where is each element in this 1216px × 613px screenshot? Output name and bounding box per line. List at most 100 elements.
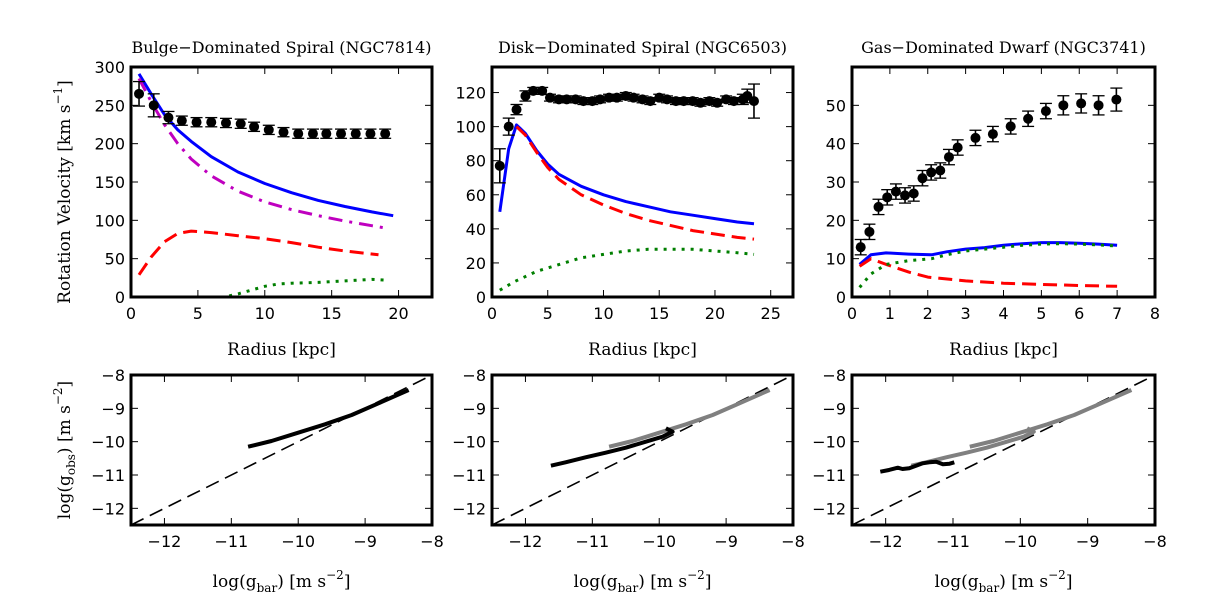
data-point xyxy=(611,92,622,103)
y-tick-label: −11 xyxy=(812,466,846,485)
x-tick-label: −12 xyxy=(869,532,903,551)
y-tick-label: −10 xyxy=(91,433,125,452)
x-tick-label: 20 xyxy=(388,304,408,323)
data-point xyxy=(511,104,522,115)
data-point xyxy=(864,226,875,237)
y-tick-label: 40 xyxy=(466,220,486,239)
data-point xyxy=(604,92,615,103)
series-line-total xyxy=(137,73,394,218)
y-tick-label: 100 xyxy=(455,118,486,137)
series-line-gas xyxy=(499,247,755,292)
data-point xyxy=(544,92,555,103)
data-point xyxy=(503,121,514,132)
x-tick-label: −12 xyxy=(509,532,543,551)
x-tick-label: 0 xyxy=(487,304,497,323)
x-tick-label: −9 xyxy=(1076,532,1100,551)
data-point xyxy=(670,96,681,107)
axes-frame xyxy=(129,373,434,527)
x-tick-label: 0 xyxy=(847,304,857,323)
panel-top-right: 0 1 2 3 4 5 6 7 8 0 10 20 30 40 50 Gas−Dominated Dwarf … xyxy=(826,38,1160,360)
data-point xyxy=(628,92,639,103)
data-point xyxy=(263,124,274,135)
data-point xyxy=(637,94,648,105)
panel-bottom-right: −12 −11 −10 −9 −8 −12 −11 −10 −9 −8 log(gbar) [m s… xyxy=(812,366,1167,595)
y-tick-label: −12 xyxy=(452,499,486,518)
series-line-ngc6503 xyxy=(550,426,675,468)
series-line-disk xyxy=(137,229,379,276)
y-tick-label: 50 xyxy=(105,250,125,269)
plot-area xyxy=(492,375,793,525)
y-tick-label: 80 xyxy=(466,152,486,171)
data-point xyxy=(1058,100,1069,111)
data-point xyxy=(721,94,732,105)
data-point xyxy=(890,186,901,197)
panel-bottom-middle: −12 −11 −10 −9 −8 −12 −11 −10 −9 −8 log(gbar) [m s… xyxy=(452,366,805,595)
y-tick-label: −10 xyxy=(452,433,486,452)
x-tick-label: −11 xyxy=(575,532,609,551)
x-axis-label: log(gbar) [m s−2] xyxy=(213,568,351,595)
data-point xyxy=(350,128,361,139)
data-point xyxy=(882,192,893,203)
y-tick-label: −12 xyxy=(812,499,846,518)
y-tick-label: 150 xyxy=(94,173,125,192)
x-tick-label: −11 xyxy=(936,532,970,551)
data-point xyxy=(1023,113,1034,124)
data-point xyxy=(570,94,581,105)
data-point xyxy=(654,92,665,103)
y-axis-label: Rotation Velocity [km s−1] xyxy=(51,80,75,304)
x-tick-label: 5 xyxy=(1036,304,1046,323)
data-point xyxy=(134,88,145,99)
series-line-disk xyxy=(858,257,1118,288)
data-point xyxy=(873,201,884,212)
data-point xyxy=(307,128,318,139)
data-point xyxy=(365,128,376,139)
data-point xyxy=(620,90,631,101)
data-point xyxy=(678,96,689,107)
x-tick-label: −12 xyxy=(148,532,182,551)
data-point xyxy=(321,128,332,139)
data-point xyxy=(163,112,174,123)
y-tick-label: 10 xyxy=(826,250,846,269)
y-tick-label: −9 xyxy=(101,399,125,418)
data-point xyxy=(148,100,159,111)
panel-top-middle: 0 5 10 15 20 25 0 20 40 60 80 100 120 Disk−Dominated … xyxy=(455,38,795,360)
x-tick-label: 7 xyxy=(1112,304,1122,323)
axes-frame xyxy=(850,373,1157,527)
y-tick-label: −11 xyxy=(452,466,486,485)
y-axis-label: log(gobs) [m s−2] xyxy=(51,381,78,519)
data-point xyxy=(645,96,656,107)
data-point xyxy=(191,117,202,128)
data-point xyxy=(595,94,606,105)
x-tick-label: −8 xyxy=(1143,532,1167,551)
y-tick-label: 250 xyxy=(94,96,125,115)
data-point xyxy=(970,132,981,143)
y-tick-label: −9 xyxy=(462,399,486,418)
series-line-disk xyxy=(515,125,755,241)
x-tick-label: 10 xyxy=(593,304,613,323)
x-tick-label: 6 xyxy=(1074,304,1084,323)
data-point xyxy=(553,94,564,105)
plot-area xyxy=(854,87,1123,289)
data-point xyxy=(235,118,246,129)
series-line-total xyxy=(498,123,755,226)
data-point xyxy=(494,160,505,171)
y-tick-label: 100 xyxy=(94,211,125,230)
x-tick-label: 5 xyxy=(543,304,553,323)
data-point xyxy=(935,165,946,176)
panel-title: Gas−Dominated Dwarf (NGC3741) xyxy=(861,38,1146,57)
data-point xyxy=(587,96,598,107)
series-line-ngc7814 xyxy=(247,388,410,449)
series-line-ngc7814 xyxy=(969,388,1133,449)
x-tick-label: 0 xyxy=(126,304,136,323)
y-tick-label: −8 xyxy=(822,366,846,385)
data-point xyxy=(926,167,937,178)
panel-top-left: 0 5 10 15 20050100150200250300Bulge−Dominate… xyxy=(51,38,434,360)
panel-title: Bulge−Dominated Spiral (NGC7814) xyxy=(131,38,431,57)
x-tick-label: 5 xyxy=(193,304,203,323)
data-point xyxy=(336,128,347,139)
data-point xyxy=(1076,98,1087,109)
data-point xyxy=(695,97,706,108)
x-tick-label: −8 xyxy=(420,532,444,551)
y-tick-label: 120 xyxy=(455,84,486,103)
